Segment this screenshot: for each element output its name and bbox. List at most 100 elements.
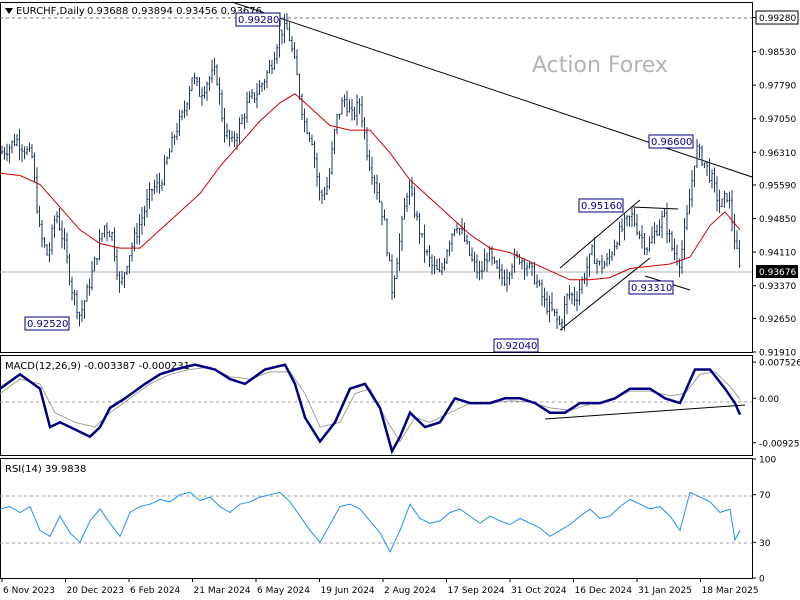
rsi-title: RSI(14) 39.9838 bbox=[5, 464, 86, 475]
price-bar bbox=[476, 254, 478, 279]
price-bar bbox=[51, 224, 53, 255]
price-bar bbox=[696, 139, 698, 169]
price-bar bbox=[656, 224, 658, 237]
price-bar bbox=[306, 117, 308, 135]
price-bar bbox=[41, 219, 43, 248]
price-bar bbox=[116, 248, 118, 281]
price-bar bbox=[226, 123, 228, 139]
price-bar bbox=[633, 207, 636, 227]
price-bar bbox=[738, 239, 741, 268]
price-bar bbox=[271, 59, 273, 75]
price-bar bbox=[93, 256, 96, 272]
chart-ohlc: 0.93688 0.93894 0.93456 0.93676 bbox=[87, 6, 262, 17]
price-axis: 0.99280 0.98530 0.97790 0.97050 0.96310 0.955… bbox=[752, 10, 799, 359]
price-bar bbox=[33, 152, 36, 182]
price-bar bbox=[493, 256, 496, 265]
triangle-upper-line bbox=[632, 206, 679, 210]
price-bar bbox=[266, 69, 268, 89]
price-bar bbox=[571, 292, 573, 305]
price-bar bbox=[258, 80, 261, 95]
y-tick-label: 0.93370 bbox=[759, 282, 796, 292]
price-bar bbox=[668, 229, 671, 243]
price-bar bbox=[628, 215, 631, 227]
price-bar bbox=[681, 240, 683, 274]
price-bar bbox=[351, 98, 353, 121]
price-bar bbox=[361, 95, 363, 128]
price-bar bbox=[603, 260, 606, 269]
price-bar bbox=[268, 59, 271, 74]
x-tick-label: 6 Feb 2024 bbox=[130, 586, 181, 596]
price-bar bbox=[366, 127, 368, 161]
x-tick-label: 6 Nov 2023 bbox=[3, 586, 55, 596]
price-bar bbox=[728, 191, 731, 209]
price-bar bbox=[526, 262, 528, 277]
price-bar bbox=[193, 72, 196, 85]
dropdown-arrow-icon[interactable] bbox=[5, 8, 13, 14]
price-bar bbox=[723, 190, 726, 208]
price-bar bbox=[78, 311, 81, 327]
price-bar bbox=[16, 133, 18, 147]
price-bar bbox=[26, 146, 28, 155]
price-bar bbox=[443, 258, 446, 271]
y-tick-label: 0 bbox=[759, 575, 765, 585]
price-bar bbox=[516, 250, 518, 259]
price-bar bbox=[6, 143, 8, 162]
price-bar bbox=[146, 188, 148, 218]
price-bar bbox=[343, 94, 346, 108]
price-bar bbox=[446, 249, 448, 264]
price-bar bbox=[208, 75, 211, 92]
price-bar bbox=[456, 221, 458, 234]
annotation-low-2: 0.92040 bbox=[493, 338, 539, 353]
price-bar bbox=[233, 131, 236, 147]
price-bar bbox=[321, 189, 323, 205]
price-bar bbox=[73, 289, 76, 306]
price-bar bbox=[451, 233, 453, 252]
price-bar bbox=[521, 257, 523, 270]
price-bar bbox=[153, 179, 156, 195]
price-bar bbox=[61, 220, 63, 249]
price-bar bbox=[376, 174, 378, 200]
y-tick-label: 0.98530 bbox=[759, 48, 796, 58]
price-bar bbox=[611, 251, 613, 262]
price-bar bbox=[511, 263, 513, 280]
macd-trendline bbox=[544, 404, 746, 420]
price-bar bbox=[371, 156, 373, 185]
current-price-marker bbox=[756, 265, 798, 278]
price-bar bbox=[278, 18, 281, 58]
price-bar bbox=[726, 193, 728, 203]
price-bar bbox=[573, 286, 576, 307]
price-bar bbox=[401, 215, 403, 252]
price-bar bbox=[123, 272, 126, 289]
price-bar bbox=[453, 228, 456, 237]
price-bar bbox=[298, 73, 301, 101]
price-bar bbox=[666, 202, 668, 244]
price-bar bbox=[601, 254, 603, 275]
price-bar bbox=[211, 59, 213, 83]
price-bar bbox=[348, 99, 351, 113]
annotation-mid-low-label: 0.93310 bbox=[631, 283, 672, 294]
price-bar bbox=[221, 89, 223, 123]
price-bar bbox=[121, 270, 123, 286]
price-bar bbox=[206, 81, 208, 101]
price-bar bbox=[76, 290, 78, 320]
x-tick-label: 19 Jun 2024 bbox=[321, 586, 375, 596]
price-bar bbox=[386, 218, 388, 257]
price-bar bbox=[71, 276, 73, 301]
price-bar bbox=[106, 222, 108, 242]
price-bar bbox=[588, 253, 591, 277]
price-bar bbox=[56, 211, 58, 224]
price-bar bbox=[231, 130, 233, 143]
price-bar bbox=[66, 232, 68, 264]
price-bar bbox=[13, 133, 16, 147]
price-bar bbox=[318, 172, 321, 201]
price-bar bbox=[613, 239, 616, 256]
price-bar bbox=[393, 275, 396, 299]
price-bar bbox=[253, 92, 256, 103]
price-bar bbox=[328, 167, 331, 190]
price-bar bbox=[31, 144, 33, 159]
y-tick-label: 0.94850 bbox=[759, 215, 796, 225]
price-bar bbox=[436, 258, 438, 270]
price-bar bbox=[183, 100, 186, 119]
price-bar bbox=[531, 262, 533, 276]
price-bar bbox=[461, 217, 463, 235]
